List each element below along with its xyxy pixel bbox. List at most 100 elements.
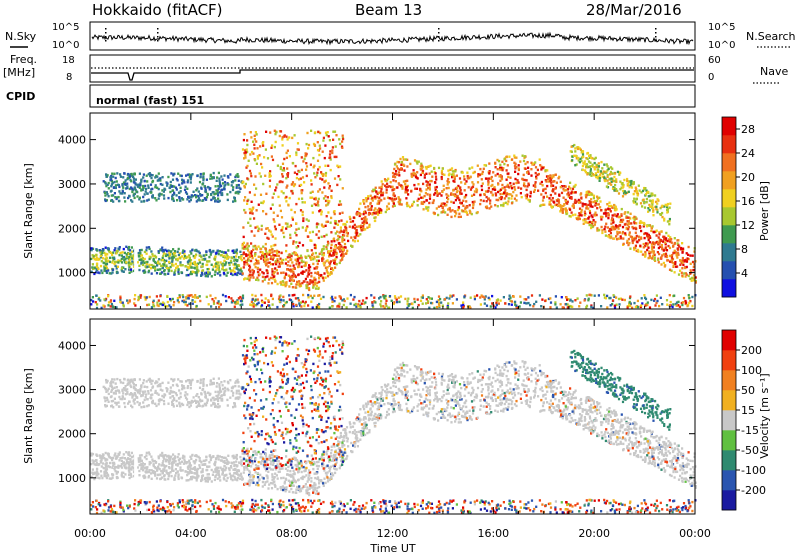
power-cell xyxy=(251,255,253,257)
power-cell xyxy=(496,304,498,306)
power-cell xyxy=(318,237,320,239)
power-cell xyxy=(218,180,220,182)
power-cell xyxy=(244,211,246,213)
power-cell xyxy=(617,171,619,173)
power-cell xyxy=(415,176,417,178)
power-cell xyxy=(654,304,656,306)
power-cell xyxy=(250,136,252,138)
power-cell xyxy=(314,244,316,246)
power-cell xyxy=(244,277,246,279)
power-cell xyxy=(570,305,572,307)
power-cell xyxy=(506,192,508,194)
power-cell xyxy=(590,198,592,200)
power-cell xyxy=(156,302,158,304)
power-cell xyxy=(118,254,120,256)
power-cell xyxy=(119,297,121,299)
power-cell xyxy=(385,300,387,302)
velocity-cell xyxy=(520,398,522,400)
power-cell xyxy=(458,213,460,215)
power-cell xyxy=(103,180,105,182)
power-cell xyxy=(445,193,447,195)
power-cell xyxy=(404,298,406,300)
power-cell xyxy=(331,149,333,151)
power-cell xyxy=(619,188,621,190)
power-cell xyxy=(363,213,365,215)
power-cell xyxy=(327,200,329,202)
power-cell xyxy=(281,259,283,261)
power-cell xyxy=(310,301,312,303)
velocity-cell xyxy=(422,388,424,390)
power-cell xyxy=(158,258,160,260)
power-cell xyxy=(366,218,368,220)
power-cell xyxy=(587,217,589,219)
power-cell xyxy=(342,255,344,257)
power-cell xyxy=(684,300,686,302)
power-cell xyxy=(164,261,166,263)
power-cell xyxy=(511,202,513,204)
power-cell xyxy=(251,301,253,303)
power-cell xyxy=(194,294,196,296)
power-cell xyxy=(292,162,294,164)
nsearch-dot xyxy=(655,40,657,42)
power-cell xyxy=(394,295,396,297)
power-cell xyxy=(146,296,148,298)
power-cell xyxy=(341,147,343,149)
power-cell xyxy=(295,241,297,243)
power-cell xyxy=(154,186,156,188)
power-cell xyxy=(320,298,322,300)
power-cell xyxy=(614,305,616,307)
power-cell xyxy=(574,299,576,301)
power-cell xyxy=(216,180,218,182)
power-cell xyxy=(289,276,291,278)
power-cell xyxy=(151,272,153,274)
power-cell xyxy=(646,198,648,200)
power-cell xyxy=(645,298,647,300)
power-cell xyxy=(617,213,619,215)
power-cell xyxy=(302,244,304,246)
power-cell xyxy=(90,303,92,305)
power-cell xyxy=(456,187,458,189)
power-cell xyxy=(260,294,262,296)
power-cell xyxy=(474,298,476,300)
power-cell xyxy=(422,297,424,299)
power-cell xyxy=(517,173,519,175)
power-cell xyxy=(500,299,502,301)
power-cell xyxy=(345,229,347,231)
power-cell xyxy=(272,263,274,265)
power-cell xyxy=(177,271,179,273)
power-cell xyxy=(627,183,629,185)
power-cell xyxy=(316,223,318,225)
power-cell xyxy=(579,218,581,220)
power-cell xyxy=(377,203,379,205)
velocity-cell xyxy=(517,379,519,381)
power-cell xyxy=(292,192,294,194)
power-cell xyxy=(447,183,449,185)
power-cell xyxy=(249,218,251,220)
power-cell xyxy=(636,235,638,237)
power-cell xyxy=(342,187,344,189)
power-cell xyxy=(312,297,314,299)
power-cell xyxy=(194,296,196,298)
power-cell xyxy=(446,187,448,189)
power-cell xyxy=(295,263,297,265)
power-cell xyxy=(271,251,273,253)
power-cell xyxy=(110,252,112,254)
power-cell xyxy=(162,267,164,269)
velocity-cell xyxy=(535,387,537,389)
power-cell xyxy=(513,183,515,185)
power-cell xyxy=(383,197,385,199)
power-cell xyxy=(642,253,644,255)
power-cell xyxy=(252,141,254,143)
power-cell xyxy=(220,175,222,177)
power-cell xyxy=(391,199,393,201)
power-cell xyxy=(383,297,385,299)
power-cell xyxy=(131,173,133,175)
power-cell xyxy=(421,165,423,167)
power-cell xyxy=(236,187,238,189)
power-cell xyxy=(244,196,246,198)
power-cell xyxy=(244,246,246,248)
power-cell xyxy=(186,188,188,190)
power-cell xyxy=(584,203,586,205)
power-cell xyxy=(619,172,621,174)
power-cell xyxy=(497,168,499,170)
